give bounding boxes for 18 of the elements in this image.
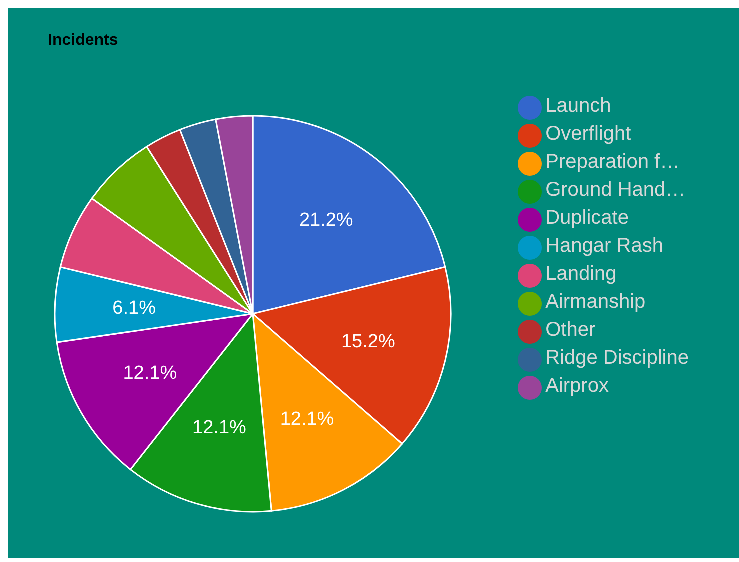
chart-title: Incidents bbox=[48, 32, 118, 50]
legend-label: Ridge Discipline bbox=[546, 347, 689, 369]
data-label: 12.1% bbox=[123, 363, 178, 384]
legend-label: Ground Hand… bbox=[546, 179, 686, 201]
data-label: 15.2% bbox=[341, 332, 396, 353]
legend-label: Landing bbox=[546, 263, 617, 285]
legend-label: Other bbox=[546, 319, 596, 341]
legend-label: Duplicate bbox=[546, 207, 629, 229]
legend-label: Launch bbox=[546, 95, 612, 117]
data-label: 21.2% bbox=[299, 210, 354, 232]
legend-label: Hangar Rash bbox=[546, 235, 664, 257]
legend-label: Preparation f… bbox=[546, 151, 680, 173]
legend-label: Airprox bbox=[546, 375, 609, 397]
data-label: 12.1% bbox=[280, 409, 334, 430]
legend-label: Airmanship bbox=[546, 291, 646, 313]
data-label: 12.1% bbox=[192, 417, 247, 438]
legend-label: Overflight bbox=[546, 123, 632, 145]
data-label: 6.1% bbox=[112, 298, 156, 319]
